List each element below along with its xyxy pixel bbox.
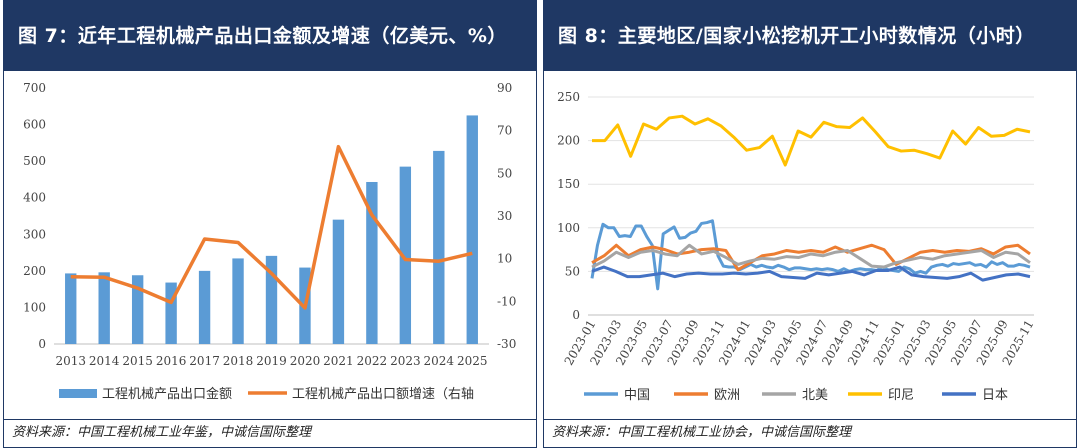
y-tick-left-label: 100 <box>23 300 46 314</box>
x-tick-label: 2015 <box>122 354 153 368</box>
x-tick-label: 2018 <box>223 354 254 368</box>
x-tick-label: 2019 <box>256 354 287 368</box>
komatsu-hours-chart-svg: 0501001502002502023-012023-032023-052023… <box>557 90 1037 403</box>
y-tick-left-label: 300 <box>23 227 46 241</box>
export-chart-svg: 0 100 200 300 400 500 600 700 -30 -10 10 30 50 70 90 20… <box>23 81 516 402</box>
source-note: 资料来源：中国工程机械工业协会，中诚信国际整理 <box>544 419 1076 447</box>
x-tick-label: 2014 <box>89 354 120 368</box>
chart-title: 图 8：主要地区/国家小松挖机开工小时数情况（小时） <box>544 1 1076 71</box>
y-tick-label: 100 <box>557 221 580 235</box>
bar-export-value <box>131 275 144 344</box>
bar-export-value <box>332 219 345 344</box>
chart-title: 图 7：近年工程机械产品出口金额及增速（亿美元、%） <box>4 1 536 71</box>
y-tick-left-label: 700 <box>23 81 46 95</box>
y-tick-right-label: 70 <box>497 124 512 138</box>
y-tick-right-label: -10 <box>497 294 516 308</box>
line-export-growth <box>70 144 473 310</box>
series-line <box>590 219 1031 291</box>
x-tick-label: 2022 <box>357 354 388 368</box>
bar-export-value <box>433 150 445 344</box>
bar-export-value <box>399 166 412 344</box>
chart-panel-fig7: 图 7：近年工程机械产品出口金额及增速（亿美元、%） 0 100 200 300 400… <box>3 0 537 448</box>
legend-label: 印尼 <box>888 388 914 403</box>
x-tick-label: 2023 <box>390 354 421 368</box>
bar-export-value <box>232 258 244 344</box>
y-tick-left-label: 600 <box>23 118 46 132</box>
bar-export-value <box>65 273 77 344</box>
series-line <box>592 114 1031 167</box>
y-tick-label: 50 <box>565 264 580 278</box>
y-tick-label: 200 <box>557 134 580 148</box>
legend-label-bar: 工程机械产品出口金额 <box>102 386 232 402</box>
y-tick-label: 250 <box>557 90 580 104</box>
legend-label: 中国 <box>624 388 650 403</box>
source-note: 资料来源：中国工程机械工业年鉴，中诚信国际整理 <box>4 419 536 447</box>
y-tick-right-label: 50 <box>497 166 512 180</box>
legend-label: 日本 <box>982 388 1008 403</box>
series-line <box>591 243 1031 269</box>
bar-export-value <box>198 270 211 344</box>
x-tick-label: 2025 <box>457 354 488 368</box>
x-tick-label: 2017 <box>189 354 220 368</box>
legend-label: 欧洲 <box>714 388 740 403</box>
x-tick-label: 2024 <box>424 354 455 368</box>
y-tick-label: 0 <box>572 308 580 322</box>
y-tick-right-label: 30 <box>497 209 512 223</box>
y-tick-right-label: 90 <box>497 81 512 95</box>
bar-export-value <box>165 282 177 344</box>
bar-export-value <box>466 115 478 344</box>
legend-label-line: 工程机械产品出口额增速（右轴 <box>292 387 474 402</box>
legend-swatch-bar <box>59 389 97 398</box>
y-tick-right-label: -30 <box>497 337 516 351</box>
y-tick-label: 150 <box>557 177 580 191</box>
y-tick-left-label: 400 <box>23 191 46 205</box>
chart-panel-fig8: 图 8：主要地区/国家小松挖机开工小时数情况（小时） 0 50 100 150 200 2… <box>543 0 1077 448</box>
bar-export-value <box>265 255 278 344</box>
x-tick-label: 2016 <box>156 354 187 368</box>
series-line <box>591 243 1031 272</box>
bar-export-value <box>366 181 378 344</box>
y-tick-left-label: 200 <box>23 264 46 278</box>
x-tick-label: 2013 <box>55 354 86 368</box>
legend-label: 北美 <box>802 388 828 403</box>
y-tick-left-label: 0 <box>38 337 46 351</box>
y-tick-left-label: 500 <box>23 154 46 168</box>
bar-export-value <box>98 272 110 344</box>
x-tick-label: 2021 <box>323 354 354 368</box>
y-tick-right-label: 10 <box>497 252 512 266</box>
series-line <box>591 265 1031 282</box>
x-tick-label: 2020 <box>290 354 321 368</box>
